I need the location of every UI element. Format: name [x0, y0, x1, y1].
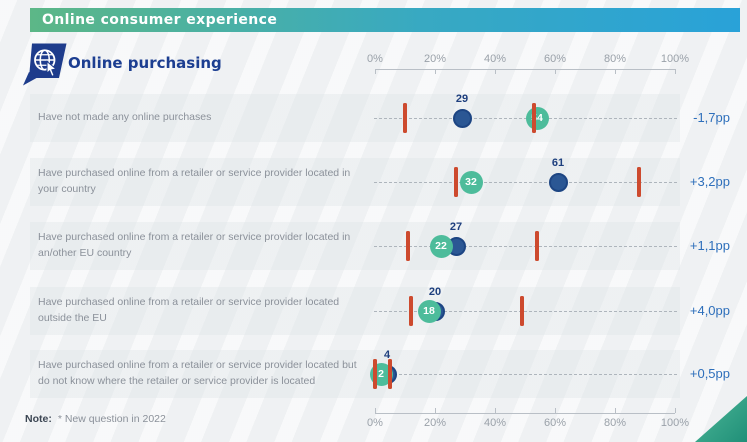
- axis-tick-mark: [434, 408, 436, 413]
- axis-tick-label: 0%: [367, 417, 383, 429]
- blue-dot-value: 29: [455, 93, 469, 105]
- row-dashed-line: [374, 182, 677, 183]
- range-marker: [388, 359, 392, 389]
- range-marker: [532, 103, 536, 133]
- range-marker: [373, 359, 377, 389]
- blue-dot-value: 20: [428, 286, 442, 298]
- axis-tick-label: 100%: [660, 53, 690, 65]
- axis-tick-label: 80%: [603, 53, 627, 65]
- axis-line-bottom: [375, 413, 675, 414]
- axis-line-top: [375, 69, 675, 70]
- corner-decoration: [695, 396, 747, 442]
- change-label: -1,7pp: [693, 110, 730, 125]
- note-text: * New question in 2022: [57, 413, 166, 425]
- banner-title: Online consumer experience: [30, 8, 740, 32]
- row-dashed-line: [374, 246, 677, 247]
- range-marker: [535, 231, 539, 261]
- axis-tick-label: 60%: [543, 53, 567, 65]
- teal-dot: 22: [429, 234, 453, 258]
- note-label: Note:: [25, 413, 52, 425]
- row-label: Have purchased online from a retailer or…: [38, 359, 357, 387]
- axis-tick-mark: [374, 69, 376, 74]
- row-label: Have not made any online purchases: [38, 111, 212, 124]
- axis-tick-label: 20%: [423, 53, 447, 65]
- axis-tick-label: 20%: [423, 417, 447, 429]
- axis-tick-label: 100%: [660, 417, 690, 429]
- globe-cursor-icon: [20, 42, 68, 90]
- axis-tick-label: 0%: [367, 53, 383, 65]
- blue-dot-value: 4: [383, 349, 391, 361]
- axis-tick-label: 40%: [483, 417, 507, 429]
- section-title: Online purchasing: [68, 54, 222, 72]
- range-marker: [637, 167, 641, 197]
- axis-tick-label: 80%: [603, 417, 627, 429]
- row-dashed-line: [374, 374, 677, 375]
- axis-tick-mark: [374, 408, 376, 413]
- row-label: Have purchased online from a retailer or…: [38, 231, 351, 259]
- teal-dot: 18: [417, 299, 441, 323]
- blue-dot-value: 27: [449, 221, 463, 233]
- range-marker: [403, 103, 407, 133]
- axis-tick-mark: [674, 408, 676, 413]
- axis-tick-mark: [494, 408, 496, 413]
- axis-tick-mark: [554, 69, 556, 74]
- teal-dot: 32: [459, 170, 483, 194]
- blue-dot: [452, 108, 472, 128]
- change-label: +4,0pp: [689, 303, 730, 318]
- range-marker: [406, 231, 410, 261]
- range-marker: [520, 296, 524, 326]
- range-marker: [409, 296, 413, 326]
- teal-dot: 54: [525, 106, 549, 130]
- change-label: +3,2pp: [689, 174, 730, 189]
- axis-tick-mark: [674, 69, 676, 74]
- row-label: Have purchased online from a retailer or…: [38, 296, 340, 324]
- axis-tick-label: 40%: [483, 53, 507, 65]
- chart-note: Note: * New question in 2022: [25, 413, 166, 425]
- range-marker: [454, 167, 458, 197]
- axis-tick-mark: [614, 408, 616, 413]
- axis-tick-label: 60%: [543, 417, 567, 429]
- axis-tick-mark: [434, 69, 436, 74]
- change-label: +0,5pp: [689, 366, 730, 381]
- axis-tick-mark: [554, 408, 556, 413]
- change-label: +1,1pp: [689, 238, 730, 253]
- row-label: Have purchased online from a retailer or…: [38, 167, 351, 195]
- blue-dot-value: 61: [551, 157, 565, 169]
- axis-tick-mark: [614, 69, 616, 74]
- blue-dot: [548, 172, 568, 192]
- axis-tick-mark: [494, 69, 496, 74]
- row-dashed-line: [374, 311, 677, 312]
